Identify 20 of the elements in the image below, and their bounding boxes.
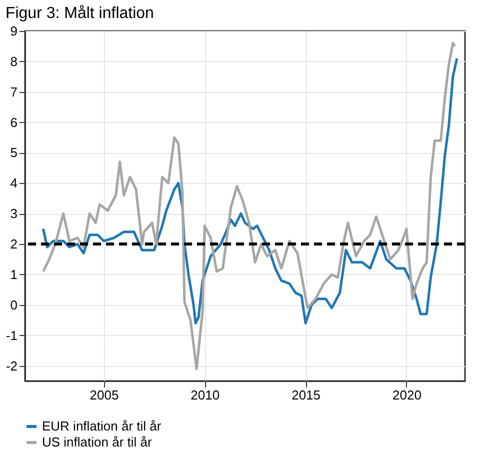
y-tick-label: -2 [6, 358, 18, 374]
x-tick-label: 2005 [90, 388, 119, 402]
y-tick-label: 3 [10, 206, 18, 222]
y-tick-label: 0 [10, 297, 18, 312]
line-series [42, 42, 456, 370]
x-tick-label: 2015 [292, 388, 321, 402]
y-tick-label: 7 [10, 84, 18, 100]
chart-title: Figur 3: Målt inflation [5, 5, 154, 22]
y-tick-label: 5 [10, 145, 18, 160]
y-tick-label: 2 [10, 236, 18, 252]
y-tick-label: 4 [10, 176, 18, 191]
legend-label: EUR inflation år til år [42, 418, 162, 434]
y-tick-label: -1 [6, 328, 18, 343]
x-tick-label: 2010 [190, 388, 220, 402]
y-tick-label: 9 [10, 24, 18, 38]
x-tick-label: 2020 [392, 388, 422, 402]
y-tick-label: 6 [10, 114, 18, 130]
y-tick-label: 1 [10, 266, 18, 282]
legend-label: US inflation år til år [42, 434, 152, 450]
y-tick-label: 8 [10, 54, 18, 69]
